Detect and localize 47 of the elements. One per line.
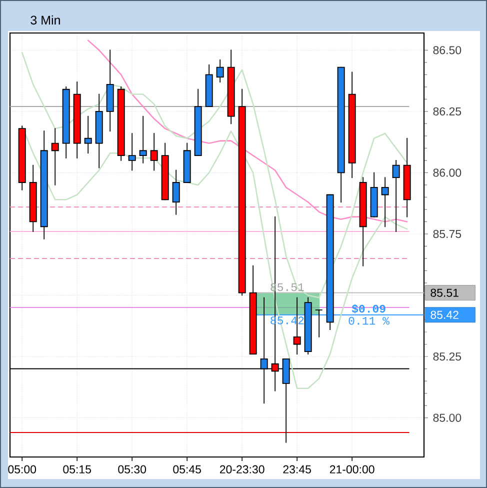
x-tick-label: 20-23:30 — [220, 465, 264, 474]
candlestick — [216, 60, 224, 82]
x-tick-label: 05:45 — [173, 465, 201, 474]
x-tick-label: 05:15 — [63, 465, 91, 474]
candlestick — [106, 50, 114, 132]
candlestick — [370, 172, 378, 218]
candlestick — [304, 297, 312, 355]
candlestick — [139, 116, 147, 164]
candlestick — [95, 94, 103, 168]
candlestick — [194, 88, 202, 156]
candlestick — [161, 142, 169, 200]
candlestick — [205, 64, 213, 107]
y-tick-label: 86.50 — [433, 46, 462, 54]
candlestick — [359, 177, 367, 266]
candlestick — [403, 138, 411, 218]
candlestick — [29, 164, 37, 232]
candlestick — [227, 50, 235, 124]
candlestick — [84, 116, 92, 154]
annotation: 0.11 % — [348, 316, 390, 325]
x-tick-label: 23:45 — [283, 465, 311, 474]
x-tick-label: 05:30 — [118, 465, 146, 474]
candlestick — [392, 160, 400, 232]
candlestick — [117, 86, 125, 161]
y-tick-label: 85.25 — [433, 352, 462, 361]
ref-line-label: 85.51 — [430, 288, 458, 297]
x-tick-label: 21-00:00 — [330, 465, 374, 474]
candlestick — [18, 126, 26, 190]
candlestick — [348, 72, 356, 178]
candlestick — [183, 142, 191, 183]
candlestick — [62, 86, 70, 158]
candlestick — [172, 170, 180, 215]
candlestick — [73, 82, 81, 158]
y-tick-label: 86.25 — [433, 107, 462, 116]
candlestick — [51, 128, 59, 186]
candlestick — [150, 133, 158, 171]
x-tick-label: 05:00 — [8, 465, 36, 474]
candlestick — [249, 265, 257, 355]
y-tick-label: 85.75 — [433, 230, 462, 238]
line-series — [21, 52, 408, 298]
y-tick-label: 85.00 — [433, 414, 462, 422]
chart-title: 3 Min — [30, 15, 60, 25]
candlestick — [128, 133, 136, 171]
candlestick — [238, 88, 246, 296]
candlestick — [40, 130, 48, 240]
ref-line-label: 85.42 — [430, 310, 458, 319]
y-tick-label: 86.00 — [433, 168, 462, 177]
candlestick — [381, 177, 389, 228]
